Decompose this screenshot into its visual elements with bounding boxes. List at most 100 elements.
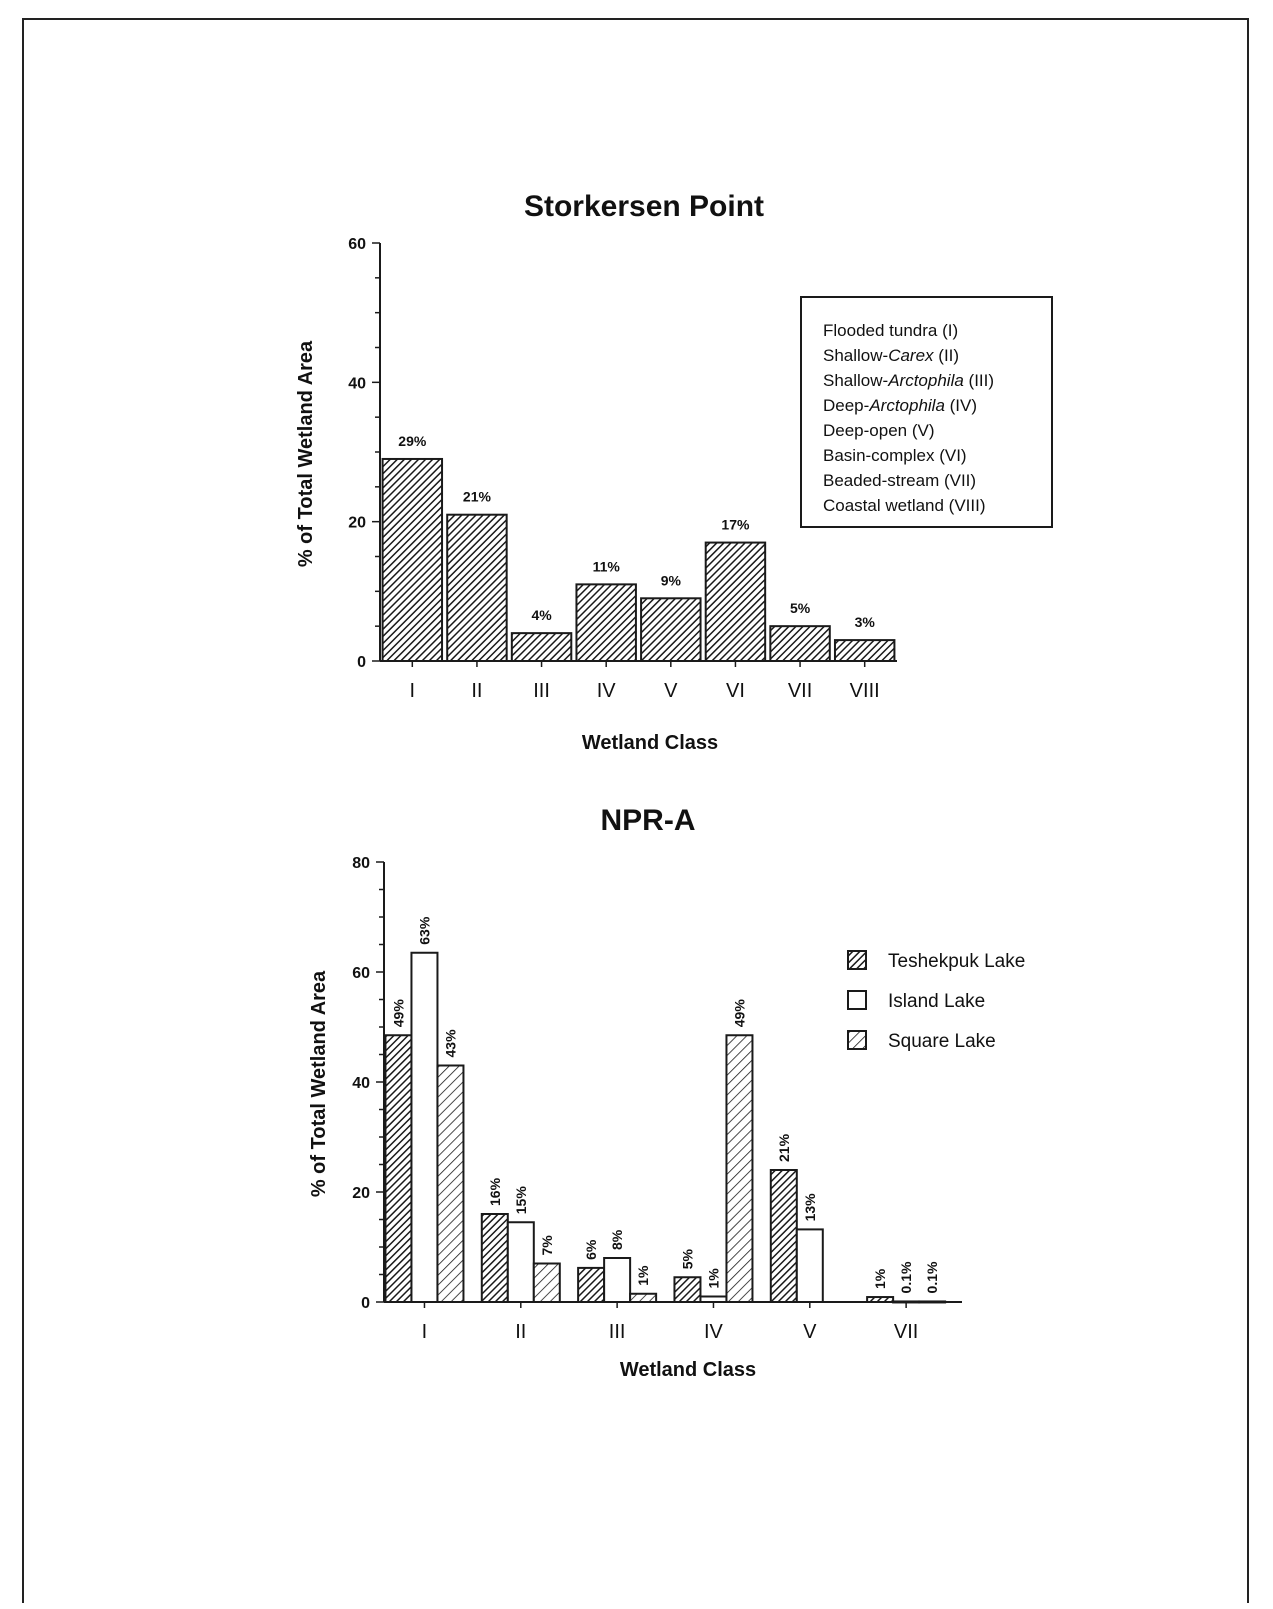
chart1-category-label: III	[533, 680, 550, 702]
chart1-bar	[381, 457, 444, 663]
chart2-category-label: IV	[704, 1321, 724, 1343]
chart2-legend-swatch	[847, 1030, 867, 1050]
chart-npra: NPR-A % of Total Wetland Area Wetland Cl…	[308, 804, 1025, 1381]
page-frame	[22, 18, 1249, 1603]
chart2-data-label: 15%	[513, 1186, 529, 1215]
chart1-y-tick-label: 40	[348, 375, 366, 392]
chart2-legend-swatch	[847, 990, 867, 1010]
chart2-legend-swatch	[847, 950, 867, 970]
chart1-data-label: 9%	[661, 572, 682, 588]
chart1-y-tick-label: 60	[348, 236, 366, 253]
chart1-legend-item: Shallow-Carex (II)	[823, 346, 959, 365]
chart2-y-tick-label: 20	[352, 1185, 370, 1202]
chart1-bar	[640, 597, 702, 662]
chart2-data-label: 49%	[390, 999, 406, 1028]
chart2-bar	[699, 1295, 728, 1303]
chart1-bar	[446, 513, 508, 663]
chart2-bars	[384, 951, 947, 1304]
chart2-data-label: 16%	[487, 1177, 503, 1206]
chart1-category-label: IV	[597, 680, 617, 702]
chart1-category-label: I	[410, 680, 416, 702]
chart1-bars	[381, 457, 896, 663]
chart1-data-label: 5%	[790, 600, 811, 616]
chart1-data-label: 11%	[593, 558, 621, 574]
chart1-legend-item: Deep-Arctophila (IV)	[823, 396, 977, 415]
chart1-bar	[510, 632, 573, 663]
chart1-xlabel: Wetland Class	[582, 732, 718, 754]
chart1-category-label: VIII	[850, 680, 880, 702]
chart2-bar	[673, 1276, 702, 1303]
chart1-data-label: 21%	[463, 489, 492, 505]
chart1-legend-box	[800, 296, 1053, 528]
chart2-bar	[436, 1064, 465, 1303]
chart2-legend-item: Square Lake	[888, 1031, 996, 1052]
chart2-data-labels: 49% 63% 43% 16% 15% 7% 6% 8% 1% 5% 1% 49% 21% 13% 1% 0.…	[390, 916, 940, 1293]
chart1-data-label: 17%	[721, 517, 750, 533]
chart2-data-label: 1%	[705, 1268, 721, 1289]
chart1-legend-item: Coastal wetland (VIII)	[823, 496, 986, 515]
chart2-data-label: 1%	[872, 1268, 888, 1289]
chart2-bar	[892, 1300, 921, 1304]
chart2-bar	[603, 1257, 632, 1303]
chart2-data-label: 43%	[442, 1029, 458, 1058]
chart1-data-label: 29%	[398, 433, 427, 449]
chart1-y-tick-label: 0	[357, 654, 366, 671]
chart2-data-label: 5%	[679, 1248, 695, 1269]
chart1-category-label: VI	[726, 680, 745, 702]
chart2-axes: 0 20 40 60 80	[352, 855, 962, 1312]
chart2-data-label: 7%	[539, 1235, 555, 1256]
chart2-data-label: 6%	[583, 1239, 599, 1260]
chart2-bar	[725, 1034, 754, 1303]
chart2-bar	[918, 1300, 947, 1304]
chart2-y-tick-label: 0	[361, 1295, 370, 1312]
chart2-y-tick-label: 40	[352, 1075, 370, 1092]
chart2-bar	[532, 1262, 561, 1303]
chart1-legend-item: Beaded-stream (VII)	[823, 471, 976, 490]
chart2-title: NPR-A	[601, 804, 696, 837]
chart1-legend-item: Deep-open (V)	[823, 421, 935, 440]
chart1-category-label: II	[471, 680, 482, 702]
chart2-xlabel: Wetland Class	[620, 1359, 756, 1381]
chart1-data-label: 4%	[531, 607, 552, 623]
chart2-category-label: II	[515, 1321, 526, 1343]
chart2-category-label: V	[803, 1321, 817, 1343]
chart2-category-labels: I II III IV V VII	[422, 1321, 919, 1343]
chart2-category-label: III	[609, 1321, 626, 1343]
chart2-category-label: VII	[894, 1321, 918, 1343]
chart1-category-label: VII	[788, 680, 812, 702]
chart2-bar	[480, 1213, 509, 1303]
chart2-data-label: 63%	[416, 916, 432, 945]
chart1-bar	[833, 639, 896, 662]
chart1-legend: Flooded tundra (I) Shallow-Carex (II) Shal…	[800, 296, 1053, 528]
chart2-legend-item: Teshekpuk Lake	[888, 951, 1025, 972]
chart1-legend-item: Shallow-Arctophila (III)	[823, 371, 994, 390]
chart2-bar	[866, 1296, 895, 1304]
chart2-bar	[410, 951, 439, 1303]
chart2-legend: Teshekpuk Lake Island Lake Square Lake	[847, 950, 1025, 1052]
chart2-bar	[769, 1169, 798, 1303]
chart1-title: Storkersen Point	[524, 190, 764, 223]
chart1-bar	[704, 541, 767, 662]
chart2-legend-item: Island Lake	[888, 991, 985, 1012]
chart2-bar	[795, 1228, 824, 1304]
chart2-ylabel: % of Total Wetland Area	[308, 970, 330, 1197]
chart1-data-labels: 29% 21% 4% 11% 9% 17% 5% 3%	[398, 433, 875, 630]
chart1-data-label: 3%	[855, 614, 876, 630]
chart2-bar	[629, 1292, 658, 1303]
chart1-bar	[575, 583, 637, 662]
chart1-bar	[769, 625, 831, 663]
chart2-bar	[384, 1034, 413, 1303]
chart2-data-label: 21%	[776, 1133, 792, 1162]
chart1-legend-item: Flooded tundra (I)	[823, 321, 958, 340]
chart1-category-label: V	[664, 680, 678, 702]
chart2-data-label: 8%	[609, 1229, 625, 1250]
chart2-data-label: 0.1%	[898, 1261, 914, 1293]
chart1-legend-item: Basin-complex (VI)	[823, 446, 967, 465]
chart2-data-label: 1%	[635, 1265, 651, 1286]
chart2-y-tick-label: 80	[352, 855, 370, 872]
chart2-y-tick-label: 60	[352, 965, 370, 982]
chart1-ylabel: % of Total Wetland Area	[295, 340, 317, 567]
chart-storkersen: Storkersen Point % of Total Wetland Area…	[295, 190, 1053, 754]
chart1-category-labels: I II III IV V VI VII VIII	[410, 680, 880, 702]
chart2-data-label: 13%	[802, 1193, 818, 1222]
